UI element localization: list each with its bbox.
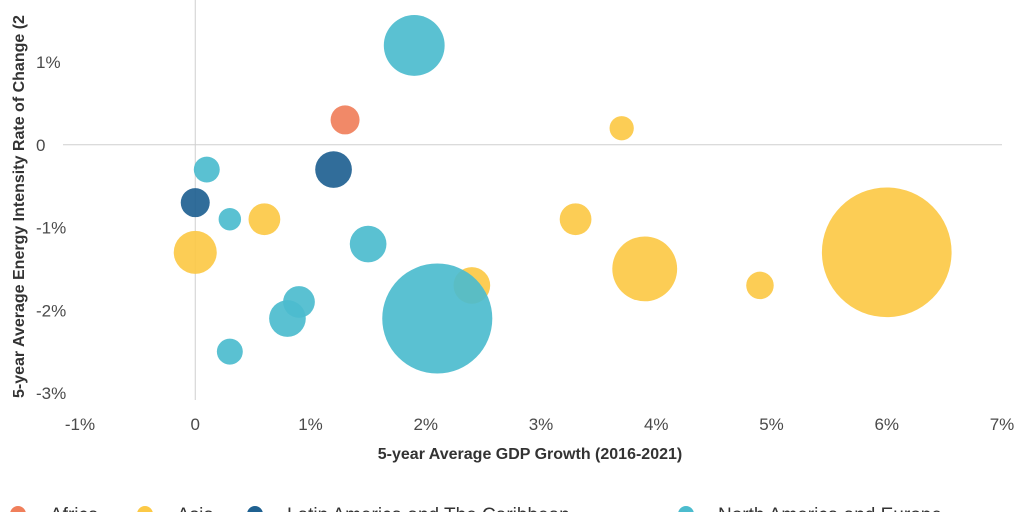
- x-axis-title: 5-year Average GDP Growth (2016-2021): [378, 446, 682, 463]
- x-tick-label: -1%: [65, 415, 95, 434]
- y-tick-label: -2%: [36, 301, 66, 320]
- x-tick-label: 2%: [413, 415, 438, 434]
- bubble-point: [746, 271, 774, 300]
- bubble-point: [349, 225, 387, 263]
- legend-swatch: [247, 506, 263, 512]
- legend-label: Asia: [177, 505, 214, 512]
- bubble-point: [193, 156, 220, 183]
- y-tick-labels: 1% 0 -1% -2% -3%: [36, 53, 66, 403]
- x-tick-label: 0: [191, 415, 200, 434]
- bubble-point: [269, 300, 306, 337]
- x-tick-label: 6%: [874, 415, 899, 434]
- bubble-point: [315, 151, 352, 188]
- bubble-point: [330, 105, 360, 135]
- legend-label: Latin America and The Caribbean: [287, 505, 570, 512]
- bubble-point: [248, 203, 281, 236]
- legend-label: North America and Europe: [718, 505, 942, 512]
- bubble-point: [216, 338, 243, 365]
- y-tick-label: 0: [36, 136, 45, 155]
- bubble-point: [609, 116, 634, 141]
- legend-swatch: [10, 506, 26, 512]
- x-tick-label: 5%: [759, 415, 784, 434]
- bubble-point: [173, 230, 217, 274]
- bubble-point: [612, 236, 678, 302]
- x-tick-label: 7%: [990, 415, 1015, 434]
- legend-swatch: [678, 506, 694, 512]
- legend: Africa Asia Latin America and The Caribbea…: [10, 505, 942, 512]
- x-tick-labels: -1% 0 1% 2% 3% 4% 5% 6% 7%: [65, 415, 1014, 434]
- y-tick-label: -1%: [36, 219, 66, 238]
- y-tick-label: 1%: [36, 53, 61, 72]
- x-tick-label: 1%: [298, 415, 323, 434]
- bubbles: [173, 15, 952, 374]
- bubble-point: [218, 207, 242, 231]
- x-tick-label: 4%: [644, 415, 669, 434]
- y-tick-label: -3%: [36, 384, 66, 403]
- x-tick-label: 3%: [529, 415, 554, 434]
- bubble-point: [559, 203, 592, 236]
- y-axis-title: 5-year Average Energy Intensity Rate of …: [11, 15, 28, 398]
- bubble-point: [821, 187, 952, 318]
- bubble-point: [180, 188, 210, 218]
- legend-swatch: [137, 506, 153, 512]
- bubble-point: [383, 15, 445, 76]
- legend-label: Africa: [50, 505, 99, 512]
- bubble-point: [382, 263, 493, 374]
